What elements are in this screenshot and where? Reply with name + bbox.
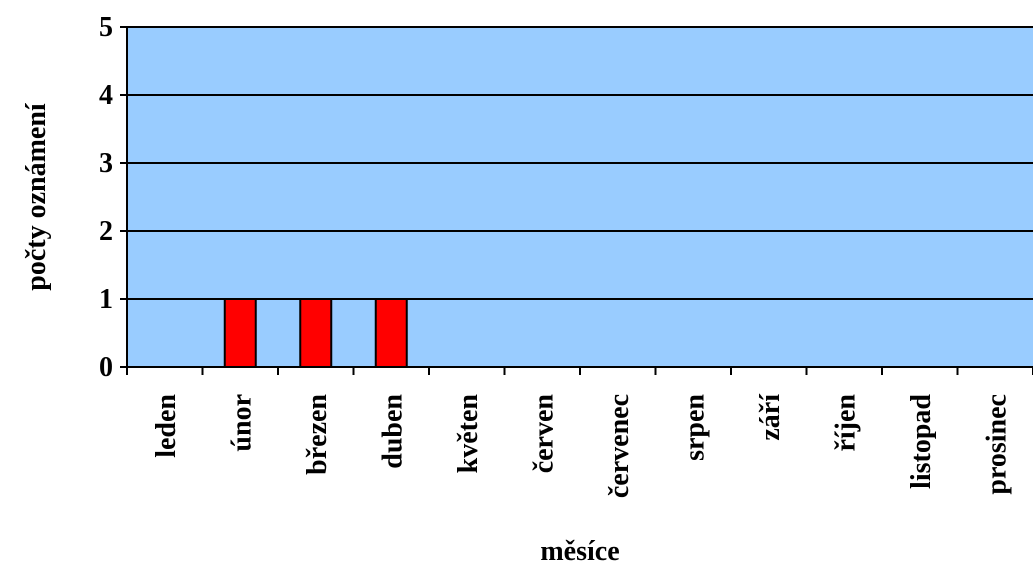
bar (374, 298, 408, 368)
bar (299, 298, 333, 368)
plot-area (127, 27, 1033, 367)
y-tick-label: 5 (99, 12, 113, 43)
y-tick-label: 4 (99, 80, 113, 111)
x-tick-label: listopad (906, 394, 937, 489)
x-tick-label: říjen (830, 394, 861, 452)
x-tick-label: srpen (679, 394, 710, 461)
x-tick-label: červenec (604, 394, 635, 498)
x-tick-labels: leden únor březen duben květen červen červenec… (151, 393, 1013, 498)
y-tick-labels: 0 1 2 3 4 5 (99, 12, 113, 383)
y-tick-label: 0 (99, 352, 113, 383)
axes (120, 26, 1033, 375)
x-tick-label: duben (377, 394, 408, 469)
x-tick-label: březen (302, 394, 333, 475)
x-tick-label: leden (151, 394, 182, 458)
bars (223, 298, 408, 368)
x-tick-label: únor (226, 394, 257, 452)
y-axis-title: počty oznámení (21, 102, 52, 291)
y-tick-label: 2 (99, 216, 113, 247)
y-tick-label: 3 (99, 148, 113, 179)
bar (223, 298, 257, 368)
x-tick-label: červen (528, 394, 559, 474)
gridlines (127, 26, 1033, 300)
x-axis-title: měsíce (540, 536, 619, 567)
x-tick-label: květen (453, 394, 484, 474)
x-tick-label: září (755, 393, 786, 441)
x-tick-label: prosinec (981, 394, 1012, 495)
y-tick-label: 1 (99, 284, 113, 315)
